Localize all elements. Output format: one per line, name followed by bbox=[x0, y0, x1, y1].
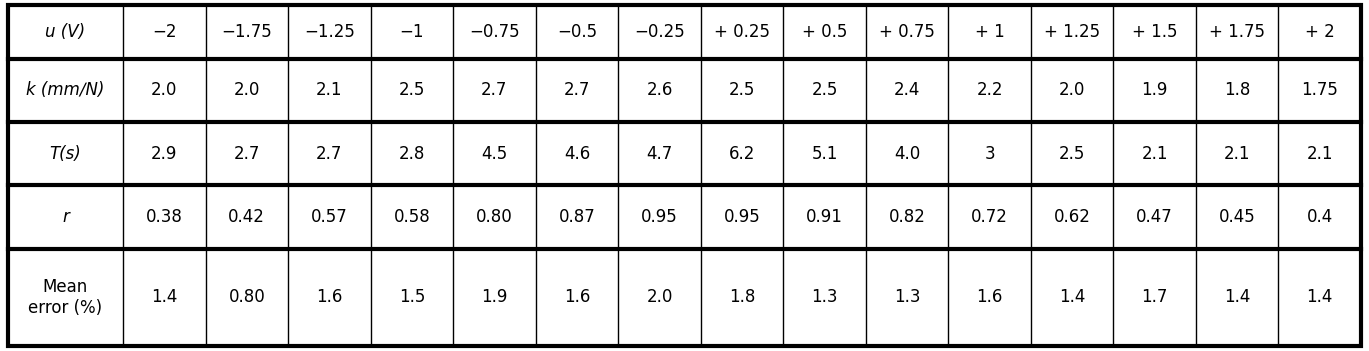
Text: 0.58: 0.58 bbox=[393, 208, 430, 226]
Text: 2.4: 2.4 bbox=[894, 81, 920, 99]
Text: + 2: + 2 bbox=[1305, 23, 1335, 41]
Text: 2.0: 2.0 bbox=[234, 81, 260, 99]
Text: 1.3: 1.3 bbox=[894, 288, 920, 306]
Text: 2.7: 2.7 bbox=[564, 81, 590, 99]
Text: 1.4: 1.4 bbox=[1060, 288, 1086, 306]
Text: 1.3: 1.3 bbox=[812, 288, 838, 306]
Text: 1.7: 1.7 bbox=[1142, 288, 1168, 306]
Text: 2.5: 2.5 bbox=[398, 81, 424, 99]
Text: 1.4: 1.4 bbox=[1224, 288, 1250, 306]
Text: 0.80: 0.80 bbox=[476, 208, 513, 226]
Text: 1.9: 1.9 bbox=[482, 288, 508, 306]
Text: 6.2: 6.2 bbox=[728, 145, 756, 163]
Text: 1.4: 1.4 bbox=[1306, 288, 1333, 306]
Text: 0.45: 0.45 bbox=[1218, 208, 1255, 226]
Text: 2.1: 2.1 bbox=[1224, 145, 1250, 163]
Text: k (mm∕N): k (mm∕N) bbox=[26, 81, 104, 99]
Text: Mean
error (%): Mean error (%) bbox=[29, 278, 103, 317]
Text: −1.75: −1.75 bbox=[222, 23, 272, 41]
Text: 2.1: 2.1 bbox=[316, 81, 342, 99]
Text: 1.6: 1.6 bbox=[316, 288, 342, 306]
Text: + 1.75: + 1.75 bbox=[1209, 23, 1265, 41]
Text: 4.5: 4.5 bbox=[482, 145, 508, 163]
Text: 2.0: 2.0 bbox=[1060, 81, 1086, 99]
Text: 2.7: 2.7 bbox=[482, 81, 508, 99]
Text: 2.0: 2.0 bbox=[646, 288, 672, 306]
Text: 1.6: 1.6 bbox=[564, 288, 590, 306]
Text: 0.87: 0.87 bbox=[559, 208, 596, 226]
Text: 4.7: 4.7 bbox=[646, 145, 672, 163]
Text: 0.42: 0.42 bbox=[229, 208, 266, 226]
Text: 0.62: 0.62 bbox=[1054, 208, 1091, 226]
Text: 1.5: 1.5 bbox=[398, 288, 424, 306]
Text: 0.38: 0.38 bbox=[146, 208, 182, 226]
Text: 1.8: 1.8 bbox=[1224, 81, 1250, 99]
Text: 2.2: 2.2 bbox=[976, 81, 1003, 99]
Text: r: r bbox=[62, 208, 68, 226]
Text: 2.9: 2.9 bbox=[151, 145, 178, 163]
Text: 4.6: 4.6 bbox=[564, 145, 590, 163]
Text: + 0.75: + 0.75 bbox=[879, 23, 935, 41]
Text: 2.7: 2.7 bbox=[316, 145, 342, 163]
Text: 2.1: 2.1 bbox=[1142, 145, 1168, 163]
Text: 1.4: 1.4 bbox=[151, 288, 178, 306]
Text: 1.9: 1.9 bbox=[1142, 81, 1168, 99]
Text: 2.6: 2.6 bbox=[646, 81, 672, 99]
Text: 0.72: 0.72 bbox=[971, 208, 1008, 226]
Text: u (V): u (V) bbox=[45, 23, 85, 41]
Text: 1.8: 1.8 bbox=[728, 288, 756, 306]
Text: 0.95: 0.95 bbox=[724, 208, 760, 226]
Text: −1: −1 bbox=[400, 23, 424, 41]
Text: −2: −2 bbox=[152, 23, 177, 41]
Text: + 1.25: + 1.25 bbox=[1045, 23, 1101, 41]
Text: 0.4: 0.4 bbox=[1306, 208, 1333, 226]
Text: + 0.5: + 0.5 bbox=[802, 23, 847, 41]
Text: 0.57: 0.57 bbox=[311, 208, 348, 226]
Text: 3: 3 bbox=[984, 145, 995, 163]
Text: + 1: + 1 bbox=[975, 23, 1005, 41]
Text: −0.75: −0.75 bbox=[470, 23, 520, 41]
Text: 2.1: 2.1 bbox=[1306, 145, 1333, 163]
Text: 0.91: 0.91 bbox=[806, 208, 843, 226]
Text: 5.1: 5.1 bbox=[812, 145, 838, 163]
Text: 2.8: 2.8 bbox=[398, 145, 424, 163]
Text: T(s): T(s) bbox=[49, 145, 81, 163]
Text: −0.25: −0.25 bbox=[634, 23, 684, 41]
Text: −0.5: −0.5 bbox=[557, 23, 597, 41]
Text: + 0.25: + 0.25 bbox=[715, 23, 769, 41]
Text: 2.5: 2.5 bbox=[728, 81, 756, 99]
Text: 0.82: 0.82 bbox=[888, 208, 925, 226]
Text: 0.95: 0.95 bbox=[641, 208, 678, 226]
Text: 0.80: 0.80 bbox=[229, 288, 266, 306]
Text: 2.5: 2.5 bbox=[812, 81, 838, 99]
Text: 1.75: 1.75 bbox=[1302, 81, 1338, 99]
Text: 2.7: 2.7 bbox=[234, 145, 260, 163]
Text: −1.25: −1.25 bbox=[304, 23, 355, 41]
Text: 2.5: 2.5 bbox=[1060, 145, 1086, 163]
Text: 0.47: 0.47 bbox=[1136, 208, 1173, 226]
Text: + 1.5: + 1.5 bbox=[1132, 23, 1177, 41]
Text: 4.0: 4.0 bbox=[894, 145, 920, 163]
Text: 2.0: 2.0 bbox=[151, 81, 178, 99]
Text: 1.6: 1.6 bbox=[976, 288, 1002, 306]
